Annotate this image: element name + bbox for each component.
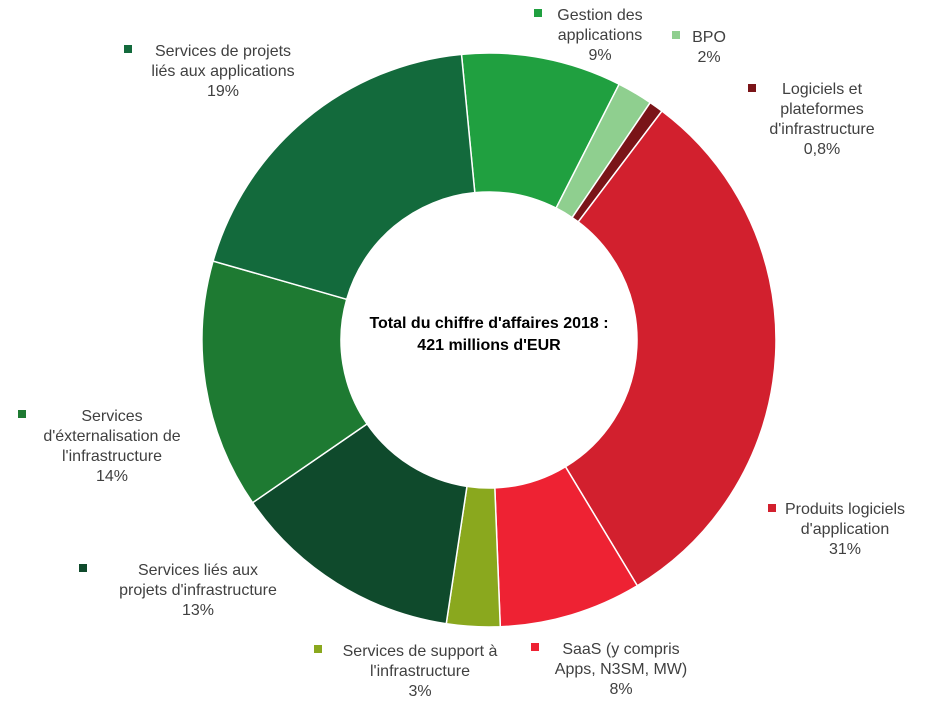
legend-marker-3: [748, 84, 756, 92]
category-label: Gestion des: [557, 7, 642, 24]
legend-marker-4: [768, 504, 776, 512]
category-label: d'application: [801, 521, 889, 538]
slice-9: [212, 53, 476, 301]
legend-marker-8: [18, 410, 26, 418]
value-label: 9%: [588, 47, 611, 64]
category-label: applications: [558, 27, 643, 44]
value-label: 2%: [697, 49, 720, 66]
value-label: 8%: [609, 681, 632, 698]
category-label: d'éxternalisation de: [43, 428, 180, 445]
legend-marker-7: [79, 564, 87, 572]
slice-label-9: Services de projets liés aux applications…: [124, 43, 295, 100]
category-label: Logiciels et: [782, 81, 863, 98]
slices: [201, 52, 777, 628]
category-label: plateformes: [780, 101, 864, 118]
category-label: BPO: [692, 29, 726, 46]
category-label: Apps, N3SM, MW): [555, 661, 687, 678]
slice-label-4: Produits logiciels d'application 31%: [768, 501, 905, 558]
value-label: 14%: [96, 468, 128, 485]
slice-4: [564, 109, 777, 587]
value-label: 0,8%: [804, 141, 840, 158]
center-total: Total du chiffre d'affaires 2018 : 421 m…: [369, 315, 608, 354]
value-label: 3%: [408, 683, 431, 700]
center-text-line-1: Total du chiffre d'affaires 2018 :: [369, 315, 608, 332]
slice-label-2: BPO 2%: [672, 29, 726, 66]
category-label: Services de projets: [155, 43, 291, 60]
category-label: Services liés aux: [138, 562, 258, 579]
value-label: 31%: [829, 541, 861, 558]
slice-label-6: Services de support à l'infrastructure 3%: [314, 643, 497, 700]
category-label: l'infrastructure: [62, 448, 162, 465]
category-label: Services: [81, 408, 142, 425]
slice-label-8: Services d'éxternalisation de l'infrastruc…: [18, 408, 181, 485]
legend-marker-2: [672, 31, 680, 39]
category-label: l'infrastructure: [370, 663, 470, 680]
category-label: SaaS (y compris: [562, 641, 679, 658]
legend-marker-9: [124, 45, 132, 53]
center-text-line-2: 421 millions d'EUR: [417, 337, 561, 354]
value-label: 19%: [207, 83, 239, 100]
slice-label-7: Services liés aux projets d'infrastructur…: [79, 562, 277, 619]
slice-label-1: Gestion des applications 9%: [534, 7, 643, 64]
category-label: Services de support à: [343, 643, 498, 660]
legend-marker-1: [534, 9, 542, 17]
slice-label-3: Logiciels et plateformes d'infrastructure 0…: [748, 81, 875, 158]
slice-label-5: SaaS (y compris Apps, N3SM, MW) 8%: [531, 641, 687, 698]
category-label: Produits logiciels: [785, 501, 905, 518]
slice-7: [251, 422, 468, 625]
slice-labels: Gestion des applications 9% BPO 2% Logiciels …: [18, 7, 905, 700]
category-label: liés aux applications: [151, 63, 294, 80]
legend-marker-5: [531, 643, 539, 651]
slice-8: [201, 260, 369, 504]
value-label: 13%: [182, 602, 214, 619]
legend-marker-6: [314, 645, 322, 653]
category-label: projets d'infrastructure: [119, 582, 277, 599]
category-label: d'infrastructure: [769, 121, 874, 138]
